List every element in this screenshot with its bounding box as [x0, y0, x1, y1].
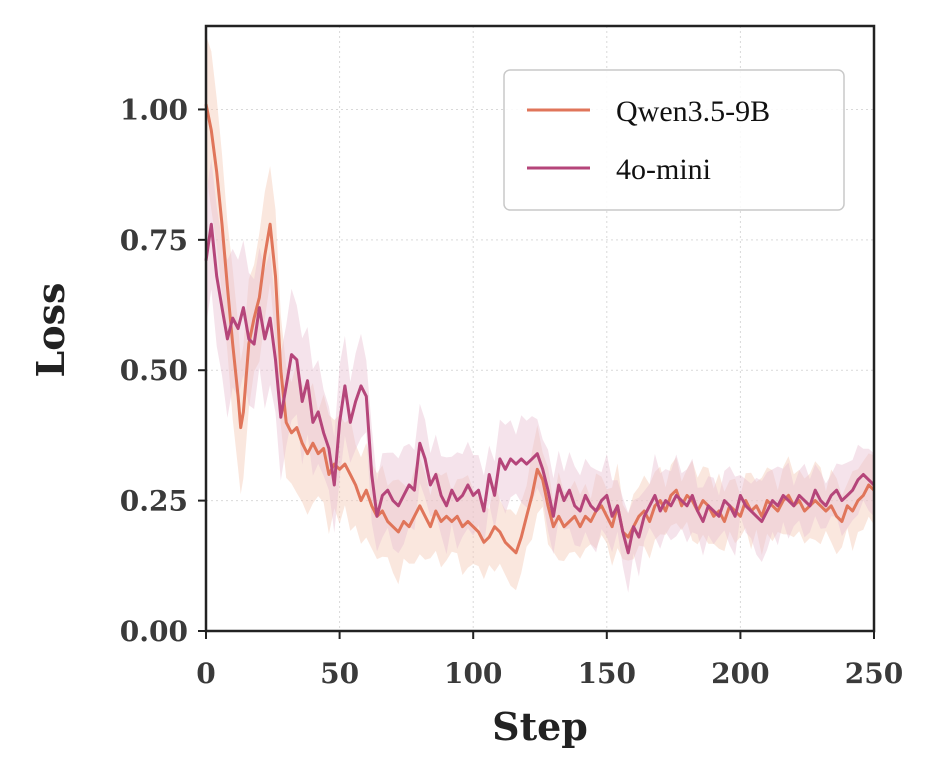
legend-box [503, 69, 845, 211]
legend: Qwen3.5-9B 4o-mini [503, 69, 845, 211]
series-line-qwen3-5-9b [204, 103, 876, 555]
x-tick-label: 150 [578, 657, 636, 690]
x-tick-label: 0 [196, 657, 215, 690]
axis-ticks: 0 50 100 150 200 250 0.00 0.25 0.50 0.75 1.00 [120, 93, 903, 690]
series-line-4o-mini [204, 222, 876, 555]
y-axis-label: Loss [28, 283, 73, 378]
series-lines [204, 103, 876, 555]
x-axis-label: Step [492, 704, 588, 749]
band-qwen3-5-9b [206, 35, 874, 591]
x-tick-label: 200 [711, 657, 769, 690]
y-tick-label: 0.50 [120, 354, 188, 387]
y-tick-label: 0.00 [120, 615, 188, 648]
legend-label-4o-mini: 4o-mini [616, 153, 711, 186]
y-tick-label: 0.25 [120, 485, 188, 518]
x-tick-label: 100 [444, 657, 502, 690]
x-tick-label: 50 [320, 657, 359, 690]
x-tick-label: 250 [845, 657, 903, 690]
y-tick-label: 1.00 [120, 93, 188, 126]
band-4o-mini [206, 159, 874, 593]
legend-label-qwen: Qwen3.5-9B [616, 95, 770, 128]
plot-frame [204, 24, 876, 633]
y-tick-label: 0.75 [120, 224, 188, 257]
